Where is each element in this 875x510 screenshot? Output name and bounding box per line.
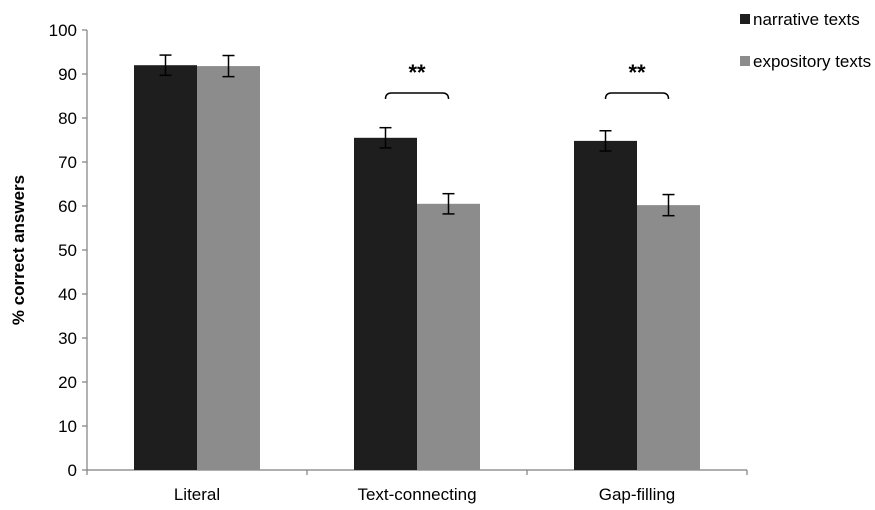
legend-label-narrative: narrative texts [753,10,860,29]
significance-label: ** [628,60,646,85]
legend-swatch-expository [740,56,750,66]
y-tick-label: 40 [58,285,77,304]
y-tick-label: 80 [58,109,77,128]
significance-bracket [604,92,670,100]
legend: narrative texts expository texts [740,10,871,71]
y-tick-label: 20 [58,373,77,392]
y-tick-label: 90 [58,65,77,84]
x-tick-label: Gap-filling [599,485,676,504]
y-tick-label: 30 [58,329,77,348]
y-tick-label: 0 [68,461,77,480]
y-tick-label: 50 [58,241,77,260]
x-tick-label: Text-connecting [357,485,476,504]
bar-expository-literal [197,66,260,470]
plot-area: 0 10 20 30 40 50 60 70 80 90 100 Literal Text-connec… [49,21,748,504]
significance-label: ** [408,60,426,85]
y-tick-label: 70 [58,153,77,172]
bar-expository-gap-filling [637,205,700,470]
bar-expository-text-connecting [417,203,480,471]
legend-label-expository: expository texts [753,52,871,71]
y-axis-label: % correct answers [9,175,28,325]
y-tick-label: 100 [49,21,77,40]
significance-bracket [384,92,450,100]
x-tick-label: Literal [174,485,220,504]
bar-narrative-literal [134,65,197,470]
bar-narrative-gap-filling [574,140,637,470]
y-tick-label: 60 [58,197,77,216]
legend-swatch-narrative [740,14,750,24]
bar-narrative-text-connecting [354,137,417,471]
y-tick-label: 10 [58,417,77,436]
